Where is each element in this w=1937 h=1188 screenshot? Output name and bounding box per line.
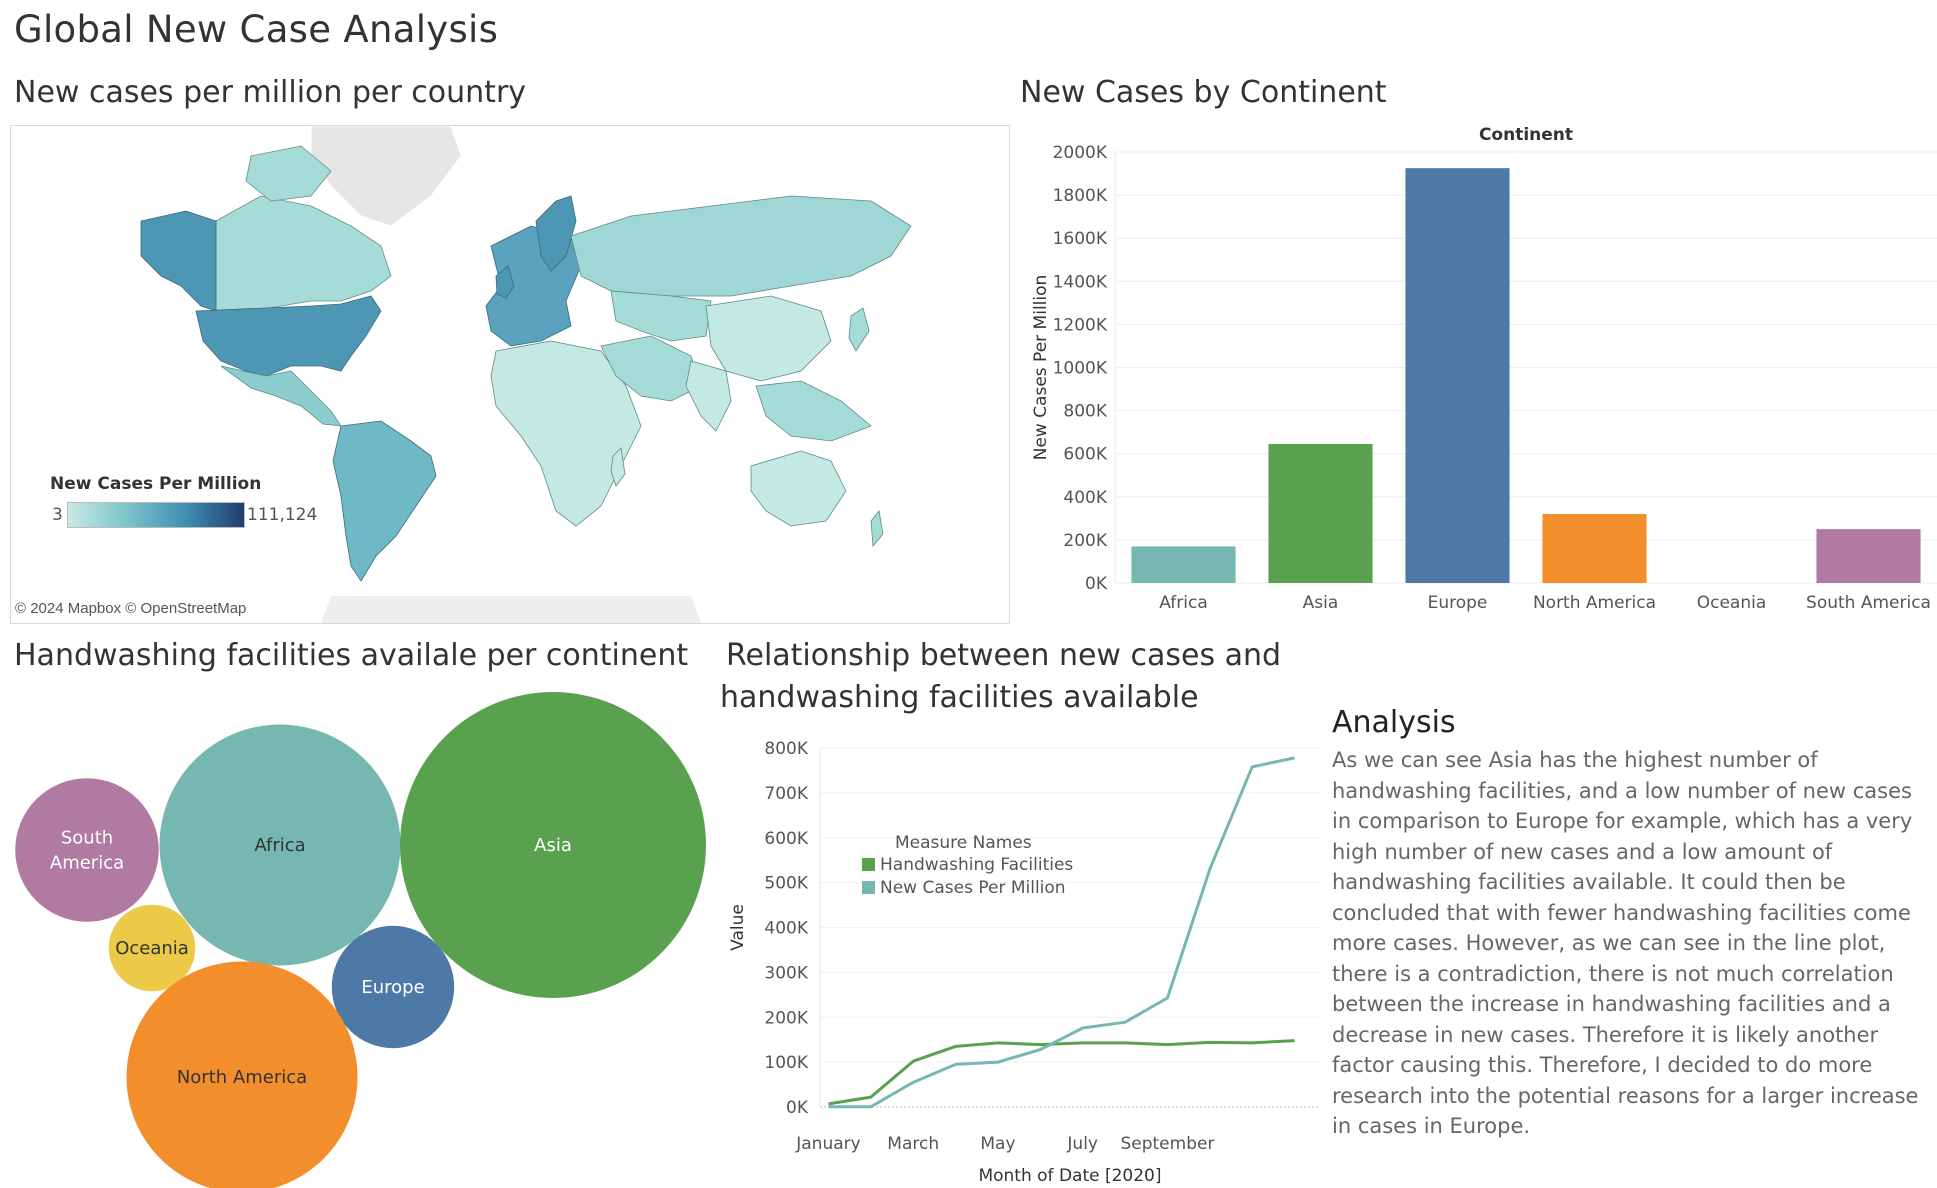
line-x-tick: May bbox=[980, 1134, 1015, 1154]
bar-y-tick: 2000K bbox=[1053, 143, 1108, 163]
series-line-new-cases-per-million bbox=[828, 756, 1295, 1109]
map-legend-min: 3 bbox=[52, 505, 63, 525]
bar-europe bbox=[1405, 168, 1510, 583]
bubble-africa bbox=[159, 724, 401, 966]
bar-y-tick: 1000K bbox=[1053, 359, 1108, 379]
bar-africa bbox=[1131, 546, 1236, 583]
map-region-scandinavia[interactable] bbox=[535, 195, 577, 272]
bar-x-tick: Europe bbox=[1428, 593, 1488, 613]
map-legend-color-ramp bbox=[67, 502, 245, 528]
line-x-tick: September bbox=[1120, 1134, 1214, 1154]
bubble-label-asia: Asia bbox=[534, 835, 572, 856]
bubble-label-south-america: America bbox=[50, 853, 124, 874]
line-y-tick: 300K bbox=[764, 963, 808, 983]
dashboard-title: Global New Case Analysis bbox=[14, 8, 499, 51]
line-legend-label-handwashing-facilities: Handwashing Facilities bbox=[880, 855, 1073, 875]
line-chart: 0K 100K 200K 300K 400K 500K 600K 700K 800K Januar… bbox=[728, 739, 1320, 1186]
bubble-chart: South America Africa Asia Oceania Europe North… bbox=[15, 692, 706, 1188]
analysis-title: Analysis bbox=[1332, 705, 1456, 740]
map-title: New cases per million per country bbox=[14, 75, 527, 110]
line-legend-swatch-new-cases-per-million bbox=[862, 881, 875, 894]
line-x-axis-title: Month of Date [2020] bbox=[978, 1166, 1161, 1186]
map-attribution: © 2024 Mapbox © OpenStreetMap bbox=[15, 600, 247, 617]
map-region-mexico[interactable] bbox=[220, 365, 342, 427]
series-line-handwashing-facilities bbox=[828, 1039, 1295, 1106]
bubble-label-south-america: South bbox=[61, 828, 113, 849]
bubble-label-oceania: Oceania bbox=[115, 938, 189, 959]
map-region-russia[interactable] bbox=[570, 195, 912, 297]
line-y-tick: 600K bbox=[764, 829, 808, 849]
bar-chart-title: New Cases by Continent bbox=[1020, 75, 1387, 110]
analysis-text: As we can see Asia has the highest numbe… bbox=[1332, 748, 1919, 1138]
bubble-label-africa: Africa bbox=[254, 835, 305, 856]
map-canvas bbox=[140, 126, 912, 623]
bar-south-america bbox=[1816, 529, 1921, 583]
bar-y-axis-title: New Cases Per Million bbox=[1031, 275, 1051, 461]
map-region-greenland[interactable] bbox=[310, 126, 462, 227]
map-region-india[interactable] bbox=[685, 360, 732, 432]
map-region-antarctica bbox=[321, 596, 701, 623]
map-region-usa[interactable] bbox=[195, 295, 382, 377]
line-y-tick: 0K bbox=[786, 1098, 809, 1118]
bar-y-tick: 1400K bbox=[1053, 272, 1108, 292]
line-chart-title-line2: handwashing facilities available bbox=[720, 680, 1199, 715]
bar-y-tick: 0K bbox=[1085, 574, 1108, 594]
map-region-arctic-islands[interactable] bbox=[245, 145, 332, 202]
bar-column-header: Continent bbox=[1479, 125, 1573, 145]
line-x-tick: July bbox=[1066, 1134, 1098, 1154]
bar-y-tick: 1600K bbox=[1053, 229, 1108, 249]
map-region-africa[interactable] bbox=[490, 340, 642, 527]
line-x-tick: March bbox=[887, 1134, 939, 1154]
map-region-middle-east[interactable] bbox=[600, 335, 702, 402]
bubble-south-america bbox=[15, 778, 159, 922]
line-y-tick: 800K bbox=[764, 739, 808, 759]
line-legend-swatch-handwashing-facilities bbox=[862, 858, 875, 871]
line-legend-title: Measure Names bbox=[895, 833, 1032, 853]
bar-north-america bbox=[1542, 514, 1647, 583]
map-region-japan[interactable] bbox=[848, 307, 870, 352]
line-chart-title-line1: Relationship between new cases and bbox=[726, 638, 1282, 673]
bar-y-tick: 600K bbox=[1063, 445, 1107, 465]
bar-y-tick: 800K bbox=[1063, 402, 1107, 422]
bubble-asia bbox=[400, 692, 706, 998]
world-map[interactable] bbox=[10, 125, 1010, 624]
bar-x-tick: Asia bbox=[1303, 593, 1339, 613]
bar-x-tick: Oceania bbox=[1697, 593, 1767, 613]
bar-x-tick: Africa bbox=[1159, 593, 1208, 613]
bubble-north-america bbox=[126, 961, 358, 1188]
bar-y-tick: 1200K bbox=[1053, 315, 1108, 335]
bar-asia bbox=[1268, 444, 1373, 583]
map-region-central-asia[interactable] bbox=[610, 290, 712, 342]
bubble-europe bbox=[331, 925, 455, 1049]
bar-y-tick: 200K bbox=[1063, 531, 1107, 551]
line-legend-label-new-cases-per-million: New Cases Per Million bbox=[880, 878, 1066, 898]
bubble-oceania bbox=[108, 904, 196, 992]
map-region-east-asia[interactable] bbox=[705, 295, 832, 382]
map-region-alaska[interactable] bbox=[140, 210, 217, 312]
map-region-madagascar[interactable] bbox=[610, 447, 626, 487]
line-x-tick: January bbox=[795, 1134, 860, 1154]
map-legend-title: New Cases Per Million bbox=[50, 474, 262, 494]
map-region-australia[interactable] bbox=[750, 450, 847, 527]
map-legend-max: 111,124 bbox=[247, 505, 318, 525]
line-y-tick: 400K bbox=[764, 919, 808, 939]
line-y-tick: 100K bbox=[764, 1053, 808, 1073]
map-region-new-zealand[interactable] bbox=[870, 510, 884, 548]
bubble-chart-title: Handwashing facilities availale per cont… bbox=[14, 638, 689, 673]
bubble-label-europe: Europe bbox=[361, 977, 424, 998]
bar-y-tick: 400K bbox=[1063, 488, 1107, 508]
bar-x-tick: North America bbox=[1533, 593, 1656, 613]
bubble-label-north-america: North America bbox=[177, 1067, 307, 1088]
bar-chart: Continent 0K 200K 400K 600K 800K 1000K 1200K 140… bbox=[1031, 125, 1937, 613]
line-y-tick: 500K bbox=[764, 874, 808, 894]
line-y-tick: 200K bbox=[764, 1008, 808, 1028]
bar-x-tick: South America bbox=[1806, 593, 1931, 613]
map-region-southeast-asia[interactable] bbox=[755, 380, 872, 442]
bar-y-tick: 1800K bbox=[1053, 186, 1108, 206]
map-region-south-america[interactable] bbox=[332, 420, 437, 582]
line-y-tick: 700K bbox=[764, 784, 808, 804]
map-region-uk[interactable] bbox=[495, 265, 515, 299]
line-y-axis-title: Value bbox=[728, 904, 748, 951]
